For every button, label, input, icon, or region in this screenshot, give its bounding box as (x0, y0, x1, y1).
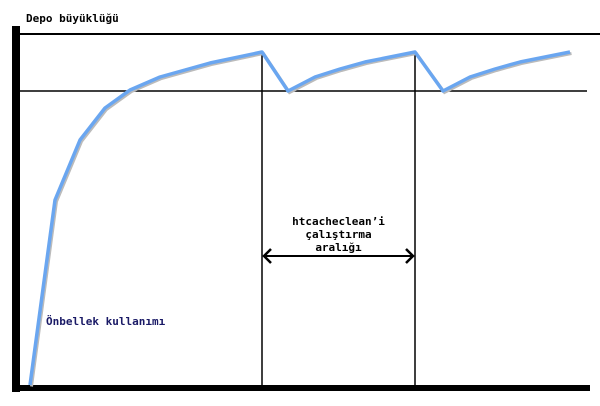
usage-curve-shadow (30, 51, 572, 387)
y-axis-title: Depo büyüklüğü (26, 12, 119, 25)
interval-label-line: aralığı (315, 241, 362, 254)
interval-label-line: htcacheclean’i (292, 215, 385, 228)
interval-label: htcacheclean’i çalıştırma aralığı (262, 215, 415, 254)
interval-label-line: çalıştırma (305, 228, 372, 241)
interval-arrow (262, 248, 415, 264)
curve-label: Önbellek kullanımı (46, 315, 166, 328)
usage-curve (28, 50, 571, 386)
